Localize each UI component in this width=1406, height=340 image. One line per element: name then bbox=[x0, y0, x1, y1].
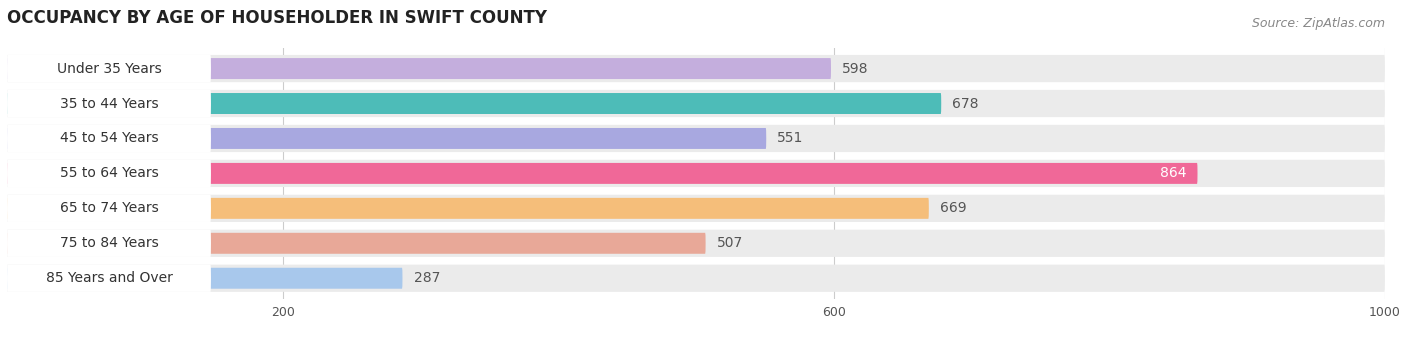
FancyBboxPatch shape bbox=[7, 125, 1385, 152]
FancyBboxPatch shape bbox=[7, 163, 1198, 184]
FancyBboxPatch shape bbox=[7, 195, 211, 222]
FancyBboxPatch shape bbox=[7, 90, 1385, 117]
FancyBboxPatch shape bbox=[7, 160, 1385, 187]
Text: OCCUPANCY BY AGE OF HOUSEHOLDER IN SWIFT COUNTY: OCCUPANCY BY AGE OF HOUSEHOLDER IN SWIFT… bbox=[7, 10, 547, 28]
FancyBboxPatch shape bbox=[7, 90, 211, 117]
FancyBboxPatch shape bbox=[7, 160, 211, 187]
FancyBboxPatch shape bbox=[7, 195, 1385, 222]
FancyBboxPatch shape bbox=[7, 55, 1385, 82]
FancyBboxPatch shape bbox=[7, 198, 929, 219]
FancyBboxPatch shape bbox=[7, 128, 766, 149]
Text: 45 to 54 Years: 45 to 54 Years bbox=[59, 132, 159, 146]
FancyBboxPatch shape bbox=[7, 58, 831, 79]
FancyBboxPatch shape bbox=[7, 125, 211, 152]
Text: 507: 507 bbox=[717, 236, 742, 250]
Text: 287: 287 bbox=[413, 271, 440, 285]
Text: 35 to 44 Years: 35 to 44 Years bbox=[59, 97, 159, 110]
Text: 85 Years and Over: 85 Years and Over bbox=[45, 271, 173, 285]
FancyBboxPatch shape bbox=[7, 265, 1385, 292]
FancyBboxPatch shape bbox=[7, 268, 402, 289]
Text: 669: 669 bbox=[939, 201, 966, 215]
FancyBboxPatch shape bbox=[7, 230, 1385, 257]
FancyBboxPatch shape bbox=[7, 265, 211, 292]
Text: 55 to 64 Years: 55 to 64 Years bbox=[59, 166, 159, 181]
Text: 75 to 84 Years: 75 to 84 Years bbox=[59, 236, 159, 250]
FancyBboxPatch shape bbox=[7, 93, 941, 114]
Text: 65 to 74 Years: 65 to 74 Years bbox=[59, 201, 159, 215]
Text: 678: 678 bbox=[952, 97, 979, 110]
Text: Under 35 Years: Under 35 Years bbox=[56, 62, 162, 75]
Text: Source: ZipAtlas.com: Source: ZipAtlas.com bbox=[1251, 17, 1385, 30]
FancyBboxPatch shape bbox=[7, 55, 211, 82]
FancyBboxPatch shape bbox=[7, 233, 706, 254]
Text: 551: 551 bbox=[778, 132, 804, 146]
Text: 864: 864 bbox=[1160, 166, 1187, 181]
Text: 598: 598 bbox=[842, 62, 869, 75]
FancyBboxPatch shape bbox=[7, 230, 211, 257]
